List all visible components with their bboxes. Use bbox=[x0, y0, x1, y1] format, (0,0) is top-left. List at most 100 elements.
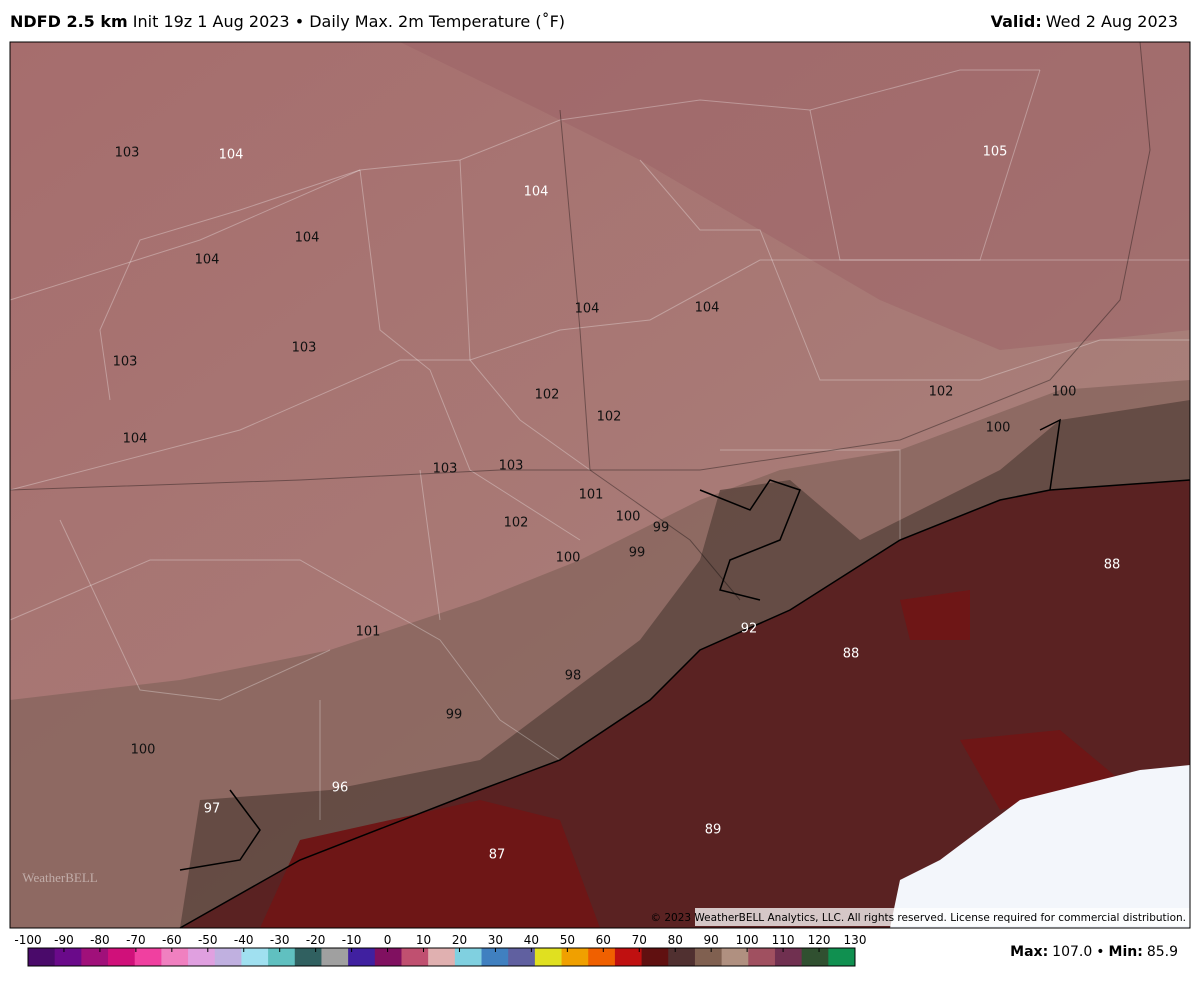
colorbar-tick-label: -60 bbox=[162, 933, 182, 947]
temperature-label: 89 bbox=[705, 823, 722, 838]
temperature-label: 99 bbox=[653, 521, 670, 536]
temperature-label: 87 bbox=[489, 848, 506, 863]
colorbar-tick-label: -20 bbox=[306, 933, 326, 947]
colorbar-swatch bbox=[108, 948, 136, 966]
temperature-label: 103 bbox=[113, 355, 138, 370]
colorbar-tick-label: 110 bbox=[772, 933, 795, 947]
colorbar-frame bbox=[27, 947, 856, 967]
temperature-label: 101 bbox=[579, 488, 604, 503]
colorbar-swatch bbox=[801, 948, 829, 966]
temperature-label: 99 bbox=[446, 708, 463, 723]
colorbar-swatch bbox=[614, 948, 643, 966]
colorbar-swatch bbox=[774, 948, 803, 966]
colorbar-swatch bbox=[828, 948, 856, 966]
colorbar-tick-label: -80 bbox=[90, 933, 110, 947]
map: 103 104 104 105 104 104 104 104 103 103 102 102 100 1… bbox=[9, 41, 1191, 929]
temperature-label: 104 bbox=[123, 432, 148, 447]
temperature-label: 97 bbox=[204, 802, 221, 817]
colorbar-swatch bbox=[508, 948, 536, 966]
colorbar-swatch bbox=[748, 948, 776, 966]
temperature-label: 100 bbox=[616, 510, 641, 525]
temperature-label: 102 bbox=[929, 385, 954, 400]
colorbar-swatch bbox=[428, 948, 456, 966]
colorbar-tick-label: -70 bbox=[126, 933, 146, 947]
temperature-label: 88 bbox=[843, 647, 860, 662]
colorbar-tick-label: 70 bbox=[632, 933, 647, 947]
colorbar-swatch bbox=[694, 948, 723, 966]
colorbar-swatch bbox=[214, 948, 242, 966]
colorbar-swatch bbox=[28, 948, 56, 966]
colorbar-tick-label: 100 bbox=[736, 933, 759, 947]
colorbar-tick-label: -50 bbox=[198, 933, 218, 947]
temperature-label: 104 bbox=[295, 231, 320, 246]
temperature-label: 104 bbox=[575, 302, 600, 317]
temperature-label: 103 bbox=[115, 146, 140, 161]
temperature-label: 102 bbox=[597, 410, 622, 425]
temperature-label: 101 bbox=[356, 625, 381, 640]
colorbar-tick-label: 90 bbox=[704, 933, 719, 947]
temperature-label: 88 bbox=[1104, 558, 1121, 573]
temperature-label: 102 bbox=[504, 516, 529, 531]
temperature-label: 96 bbox=[332, 781, 349, 796]
temperature-label: 104 bbox=[195, 253, 220, 268]
colorbar-tick-label: -40 bbox=[234, 933, 254, 947]
colorbar-tick-label: -90 bbox=[54, 933, 74, 947]
colorbar-swatch bbox=[641, 948, 669, 966]
colorbar-tick-label: 80 bbox=[668, 933, 683, 947]
temperature-label: 100 bbox=[986, 421, 1011, 436]
colorbar-swatch bbox=[294, 948, 322, 966]
stats: Max: 107.0 • Min: 85.9 bbox=[1010, 944, 1178, 960]
header-right: Valid: Wed 2 Aug 2023 bbox=[991, 12, 1178, 31]
colorbar-swatch bbox=[134, 948, 162, 966]
colorbar-swatch bbox=[161, 948, 189, 966]
temperature-label: 103 bbox=[292, 341, 317, 356]
colorbar-swatch bbox=[374, 948, 402, 966]
temperature-label: 100 bbox=[131, 743, 156, 758]
hot-area bbox=[400, 42, 1190, 350]
temperature-label: 104 bbox=[219, 148, 244, 163]
colorbar-tick-label: 10 bbox=[416, 933, 431, 947]
colorbar-swatch bbox=[54, 948, 82, 966]
header-left: NDFD 2.5 km Init 19z 1 Aug 2023 • Daily … bbox=[10, 12, 565, 31]
colorbar-swatch bbox=[534, 948, 563, 966]
temperature-labels: 103 104 104 105 104 104 104 104 103 103 102 102 100 1… bbox=[113, 145, 1121, 863]
colorbar-swatch bbox=[668, 948, 696, 966]
temperature-label: 105 bbox=[983, 145, 1008, 160]
coastal-zone bbox=[10, 380, 1190, 928]
rivers bbox=[9, 41, 1151, 601]
temperature-label: 99 bbox=[629, 546, 646, 561]
colorbar-swatch bbox=[401, 948, 429, 966]
colorbar-tick-label: 20 bbox=[452, 933, 467, 947]
colorbar-swatch bbox=[268, 948, 296, 966]
copyright-bg bbox=[695, 908, 1190, 926]
colorbar-swatch bbox=[188, 948, 216, 966]
colorbar-swatch bbox=[481, 948, 509, 966]
colorbar-tick-label: -30 bbox=[270, 933, 290, 947]
county-lines bbox=[9, 69, 1190, 820]
temperature-label: 103 bbox=[433, 462, 458, 477]
colorbar-swatch bbox=[588, 948, 616, 966]
colorbar-swatch bbox=[348, 948, 376, 966]
colorbar-tick-label: 0 bbox=[384, 933, 392, 947]
logo: WeatherBELL bbox=[22, 870, 98, 885]
coastline bbox=[179, 418, 1191, 929]
colorbar-tick-label: 120 bbox=[808, 933, 831, 947]
colorbar-swatch bbox=[454, 948, 483, 966]
colorbar-tick-label: 40 bbox=[524, 933, 539, 947]
colorbar-tick-label: -100 bbox=[14, 933, 41, 947]
no-data bbox=[890, 765, 1190, 928]
map-frame bbox=[9, 41, 1191, 929]
colorbar-tick-label: 30 bbox=[488, 933, 503, 947]
temperature-label: 104 bbox=[695, 301, 720, 316]
colorbar-swatch bbox=[81, 948, 109, 966]
temperature-label: 98 bbox=[565, 669, 582, 684]
colorbar-tick-label: 130 bbox=[844, 933, 867, 947]
colorbar-swatch bbox=[561, 948, 589, 966]
colorbar-tick-label: -10 bbox=[342, 933, 362, 947]
temperature-label: 92 bbox=[741, 622, 758, 637]
colorbar: -100 -90 -80 -70 -60 -50 -40 -30 -20 -10 0 10 20 30 40… bbox=[14, 933, 867, 967]
colorbar-tick-label: 60 bbox=[596, 933, 611, 947]
copyright: © 2023 WeatherBELL Analytics, LLC. All r… bbox=[651, 912, 1186, 924]
